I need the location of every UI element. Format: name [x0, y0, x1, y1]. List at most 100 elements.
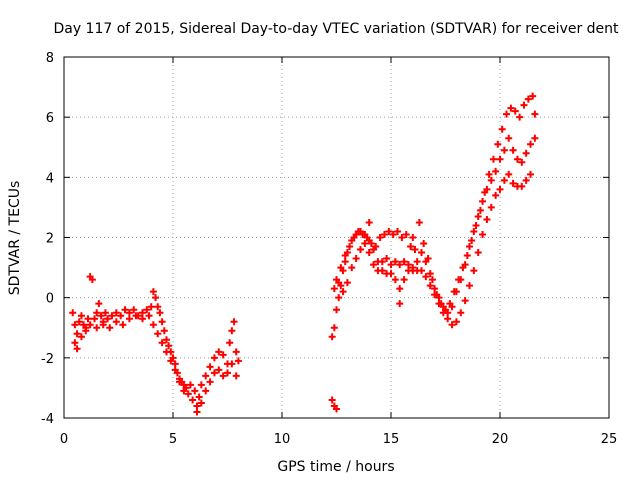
data-point	[372, 243, 380, 251]
data-point	[228, 360, 236, 368]
data-point	[234, 357, 242, 365]
data-point	[343, 279, 351, 287]
data-point	[171, 360, 179, 368]
data-point	[330, 324, 338, 332]
data-point	[121, 306, 129, 314]
data-point	[328, 396, 336, 404]
data-point	[474, 212, 482, 220]
data-point	[452, 318, 460, 326]
data-point	[186, 381, 194, 389]
data-point	[389, 230, 397, 238]
data-point	[215, 348, 223, 356]
data-point	[206, 378, 214, 386]
data-point	[391, 258, 399, 266]
data-series	[330, 134, 539, 317]
data-point	[516, 113, 524, 121]
data-point	[162, 336, 170, 344]
y-tick-label: 4	[46, 171, 54, 186]
data-point	[470, 267, 478, 275]
data-point	[219, 351, 227, 359]
data-point	[197, 381, 205, 389]
chart-title: Day 117 of 2015, Sidereal Day-to-day VTE…	[53, 21, 619, 37]
data-point	[361, 240, 369, 248]
data-point	[428, 276, 436, 284]
data-point	[328, 333, 336, 341]
data-point	[339, 288, 347, 296]
data-point	[228, 327, 236, 335]
data-point	[367, 240, 375, 248]
data-point	[511, 107, 519, 115]
data-point	[206, 363, 214, 371]
data-point	[232, 372, 240, 380]
data-point	[498, 125, 506, 133]
y-axis-label: SDTVAR / TECUs	[7, 181, 23, 296]
data-point	[167, 357, 175, 365]
data-point	[385, 227, 393, 235]
data-point	[380, 230, 388, 238]
data-point	[149, 321, 157, 329]
y-tick-label: 2	[46, 232, 54, 247]
data-point	[383, 255, 391, 263]
data-point	[195, 393, 203, 401]
data-point	[400, 258, 408, 266]
data-point	[409, 264, 417, 272]
data-point	[158, 339, 166, 347]
data-point	[210, 354, 218, 362]
data-point	[93, 324, 101, 332]
data-point	[95, 300, 103, 308]
data-point	[77, 333, 85, 341]
data-point	[171, 366, 179, 374]
data-point	[446, 300, 454, 308]
data-point	[522, 149, 530, 157]
data-point	[184, 390, 192, 398]
data-point	[470, 227, 478, 235]
data-point	[138, 309, 146, 317]
data-point	[162, 348, 170, 356]
data-point	[378, 258, 386, 266]
data-point	[108, 312, 116, 320]
data-point	[431, 285, 439, 293]
data-point	[101, 309, 109, 317]
data-point	[363, 234, 371, 241]
data-point	[215, 366, 223, 374]
data-point	[463, 252, 471, 260]
y-tick-label: -4	[41, 412, 54, 427]
data-point	[524, 95, 532, 103]
data-point	[505, 170, 513, 178]
data-point	[176, 378, 184, 386]
data-point	[97, 312, 105, 320]
data-point	[387, 270, 395, 278]
data-point	[91, 315, 99, 323]
data-point	[341, 258, 349, 266]
data-point	[396, 261, 404, 269]
data-points	[69, 92, 539, 416]
data-point	[522, 176, 530, 184]
data-point	[106, 324, 114, 332]
data-series	[69, 273, 242, 410]
data-point	[518, 158, 526, 166]
data-point	[77, 312, 85, 320]
data-point	[492, 167, 500, 175]
data-point	[476, 206, 484, 214]
data-point	[527, 140, 535, 148]
data-point	[202, 372, 210, 380]
x-tick-label: 0	[60, 432, 68, 447]
data-point	[391, 276, 399, 284]
data-point	[335, 294, 343, 302]
data-point	[487, 203, 495, 211]
data-point	[125, 309, 133, 317]
data-point	[500, 146, 508, 154]
data-point	[333, 276, 340, 284]
data-point	[518, 182, 526, 190]
y-tick-label: -2	[41, 352, 54, 367]
data-point	[420, 240, 428, 248]
data-point	[444, 315, 452, 323]
data-point	[442, 306, 449, 314]
data-point	[376, 234, 384, 241]
data-point	[407, 243, 415, 251]
data-point	[509, 146, 517, 154]
data-point	[125, 315, 133, 323]
data-point	[509, 179, 517, 187]
x-tick-label: 20	[492, 432, 509, 447]
data-point	[117, 312, 125, 320]
